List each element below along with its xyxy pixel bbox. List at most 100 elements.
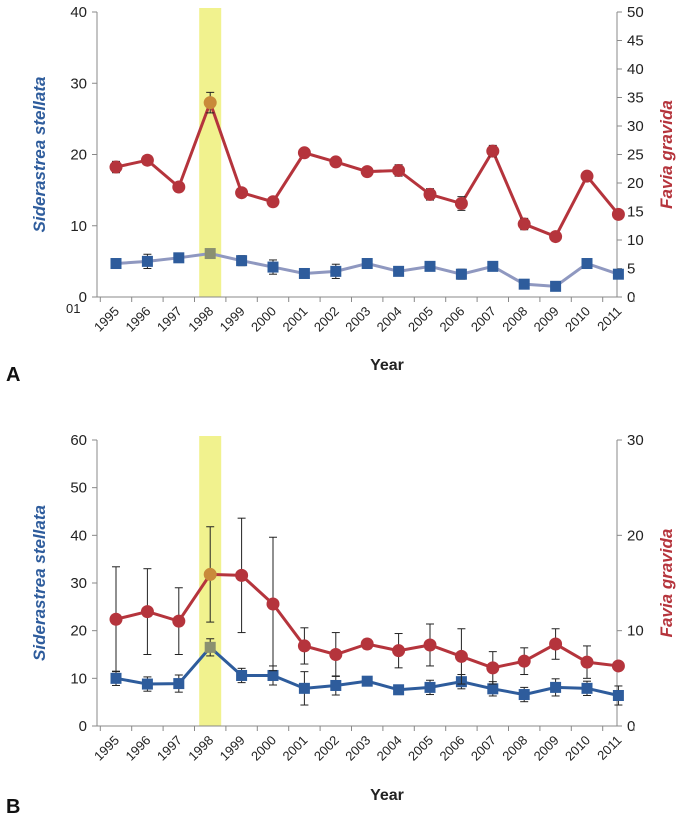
x-tick-label: 1998 [185,733,216,764]
data-point-favia [140,605,154,619]
data-point-favia [549,230,563,244]
data-point-siderastrea [612,268,624,280]
highlight-band [199,8,222,297]
x-tick-label: 1999 [217,304,248,335]
x-tick-label: 2005 [405,733,436,764]
data-point-favia [423,638,437,652]
data-point-siderastrea [550,681,562,693]
data-point-favia [109,612,123,626]
data-point-siderastrea [518,689,530,701]
right-tick-label: 0 [627,718,635,735]
left-tick-label: 40 [70,527,87,544]
right-tick-label: 40 [627,61,644,78]
data-point-favia [203,96,217,110]
right-tick-label: 30 [627,118,644,135]
data-point-siderastrea [330,265,342,277]
data-point-siderastrea [141,255,153,267]
x-tick-label: 1995 [91,733,122,764]
x-tick-label: 2009 [531,733,562,764]
data-point-favia [392,163,406,177]
data-point-favia [486,144,500,158]
left-axis-title: Siderastrea stellata [30,77,49,233]
left-tick-label: 30 [70,75,87,92]
x-tick-label: 1995 [91,304,122,335]
x-tick-label: 2011 [594,733,624,763]
x-tick-label: 2008 [499,304,530,335]
left-tick-label: 60 [70,432,87,449]
right-tick-label: 45 [627,33,644,50]
panel-label: B [6,796,20,818]
x-axis-title: Year [370,357,404,374]
data-point-siderastrea [393,265,405,277]
data-point-favia [517,654,531,668]
data-point-siderastrea [204,641,216,653]
data-point-favia [423,187,437,201]
data-point-favia [297,146,311,160]
data-point-favia [611,207,625,221]
data-point-favia [140,153,154,167]
x-tick-label: 2010 [562,733,593,764]
chart-panel-b: 0 10 20 30 40 50 60 0 10 20 30 1995 1996 1997 1998 1999… [6,432,676,818]
data-point-siderastrea [110,672,122,684]
data-point-favia [454,649,468,663]
data-point-favia [360,637,374,651]
data-point-favia [611,659,625,673]
left-tick-label: 20 [70,147,87,164]
x-tick-label: 2005 [405,304,436,335]
left-axis-title: Siderastrea stellata [30,505,49,661]
data-point-siderastrea [267,261,279,273]
data-point-siderastrea [424,260,436,272]
data-point-siderastrea [361,675,373,687]
right-tick-label: 5 [627,261,635,278]
data-point-favia [329,648,343,661]
left-tick-label: 10 [70,218,87,235]
right-tick-label: 10 [627,623,644,640]
x-tick-label: 1998 [185,304,216,335]
x-tick-label: 2006 [436,733,467,764]
data-point-favia [109,160,123,174]
data-point-siderastrea [330,679,342,691]
x-tick-label: 2003 [342,304,373,335]
right-axis-title: Favia gravida [657,529,676,638]
data-point-favia [266,597,280,611]
data-point-siderastrea [110,258,122,270]
series-line-favia [115,572,619,670]
x-tick-label: 2008 [499,733,530,764]
x-tick-label: 2009 [531,304,562,335]
data-point-favia [486,661,500,675]
series-line-siderastrea [115,645,619,697]
x-tick-label: 1999 [217,733,248,764]
left-tick-label: 20 [70,623,87,640]
data-point-siderastrea [298,267,310,279]
data-point-favia [172,614,186,628]
x-tick-label: 2004 [374,733,405,764]
data-point-siderastrea [550,280,562,292]
data-point-siderastrea [581,682,593,694]
x-tick-label: 2001 [279,733,310,764]
right-tick-label: 50 [627,4,644,21]
x-tick-label: 1997 [154,733,185,764]
data-point-favia [580,655,594,669]
x-tick-label: 2000 [248,733,279,764]
data-point-siderastrea [455,268,467,280]
data-point-favia [172,180,186,194]
right-tick-label: 20 [627,175,644,192]
data-point-siderastrea [487,683,499,695]
right-tick-label: 20 [627,527,644,544]
data-point-favia [549,637,563,651]
x-tick-label: 2004 [374,304,405,335]
left-tick-label: 40 [70,4,87,21]
x-tick-label: 2000 [248,304,279,335]
data-point-favia [329,155,343,169]
data-point-favia [517,217,531,231]
extra-axis-label: 01 [66,301,80,316]
data-point-siderastrea [298,682,310,694]
x-tick-label: 2010 [562,304,593,335]
left-tick-label: 50 [70,480,87,497]
data-point-siderastrea [267,669,279,681]
right-tick-label: 15 [627,204,644,221]
left-tick-label: 0 [79,718,87,735]
data-point-favia [454,197,468,211]
data-point-siderastrea [141,678,153,690]
